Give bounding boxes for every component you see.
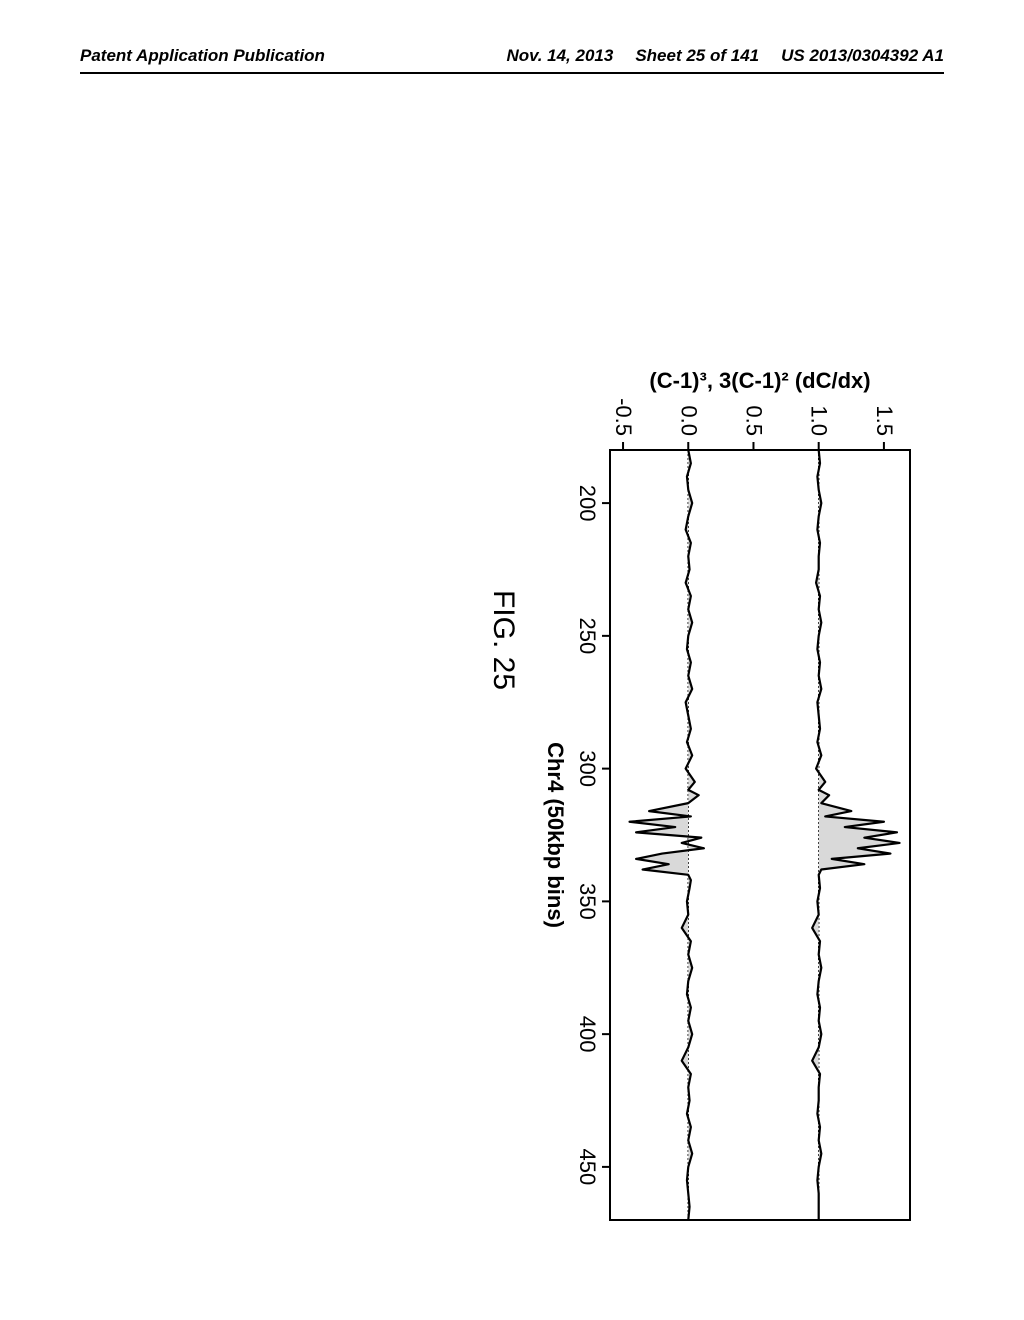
- svg-text:200: 200: [575, 485, 600, 522]
- figure-caption: FIG. 25: [486, 360, 520, 920]
- svg-text:Chr4 (50kbp bins): Chr4 (50kbp bins): [543, 742, 568, 928]
- svg-text:300: 300: [575, 750, 600, 787]
- svg-text:250: 250: [575, 618, 600, 655]
- svg-text:350: 350: [575, 883, 600, 920]
- svg-text:1.0: 1.0: [807, 405, 832, 436]
- svg-text:0.5: 0.5: [741, 405, 766, 436]
- svg-text:450: 450: [575, 1149, 600, 1186]
- publication-number: US 2013/0304392 A1: [781, 46, 944, 66]
- svg-text:0.0: 0.0: [676, 405, 701, 436]
- publication-type: Patent Application Publication: [80, 46, 325, 66]
- header-right-group: Nov. 14, 2013 Sheet 25 of 141 US 2013/03…: [507, 46, 944, 66]
- sheet-number: Sheet 25 of 141: [635, 46, 759, 66]
- svg-text:-0.5: -0.5: [611, 398, 636, 436]
- chart-svg: 200 250 300 350 400 450 -0.5 0.0 0.5 1.0 1.5 Chr4 (…: [530, 360, 930, 1240]
- svg-text:1.5: 1.5: [872, 405, 897, 436]
- patent-header: Patent Application Publication Nov. 14, …: [0, 46, 1024, 66]
- header-rule: [80, 72, 944, 74]
- publication-date: Nov. 14, 2013: [507, 46, 614, 66]
- figure-container: 200250300350400450-0.50.00.51.01.5Chr4 (…: [50, 360, 930, 920]
- svg-text:(C-1)³, 3(C-1)² (dC/dx): (C-1)³, 3(C-1)² (dC/dx): [649, 368, 870, 393]
- svg-text:400: 400: [575, 1016, 600, 1053]
